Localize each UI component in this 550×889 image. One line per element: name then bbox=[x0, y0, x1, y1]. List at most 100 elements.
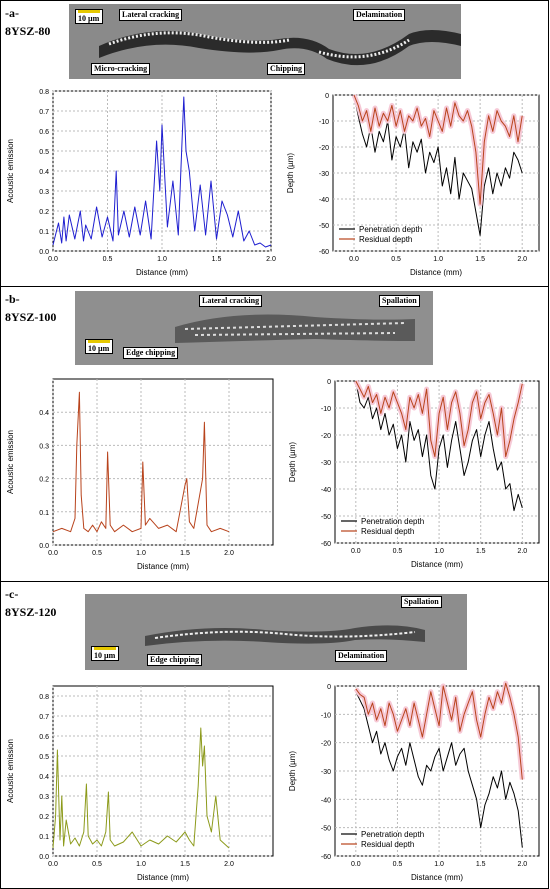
legend-label: Penetration depth bbox=[361, 830, 424, 839]
scale-bar: 10 µm bbox=[91, 646, 119, 661]
y-tick-label: 0.5 bbox=[39, 754, 49, 761]
y-tick-label: 0.3 bbox=[39, 443, 49, 450]
y-tick-label: 0.0 bbox=[39, 854, 49, 861]
depth-chart-b: -60 -50 -40 -30 -20 -10 0 0.0 0.5 1.0 1.5 2.0 Distan… bbox=[288, 379, 540, 569]
y-axis-label: Depth (µm) bbox=[288, 442, 297, 483]
penetration-depth-line bbox=[355, 691, 523, 848]
x-tick-label: 1.0 bbox=[157, 256, 167, 263]
x-tick-label: 1.0 bbox=[433, 256, 443, 263]
depth-chart-a: -60 -50 -40 -30 -20 -10 0 0.0 0.5 1.0 1.5 2.0 Distan… bbox=[286, 93, 540, 277]
residual-depth-line bbox=[355, 380, 523, 458]
annotation-lateral-cracking: Lateral cracking bbox=[119, 9, 183, 21]
y-tick-label: -10 bbox=[321, 712, 331, 719]
penetration-depth-line bbox=[353, 94, 523, 236]
x-tick-label: 1.5 bbox=[180, 861, 190, 868]
y-tick-label: -30 bbox=[321, 460, 331, 467]
x-tick-label: 1.5 bbox=[476, 548, 486, 555]
x-tick-label: 1.0 bbox=[434, 548, 444, 555]
acoustic-emission-line bbox=[52, 391, 230, 533]
panel-b: -b- 8YSZ-100 10 µm Lateral cracking Spal… bbox=[0, 286, 549, 582]
x-tick-label: 2.0 bbox=[517, 256, 527, 263]
panel-a: -a- 8YSZ-80 10 µm Lateral cracking Delam… bbox=[0, 0, 549, 287]
panel-label: -b- bbox=[5, 292, 20, 306]
plot-area bbox=[52, 378, 274, 546]
residual-depth-line bbox=[353, 94, 523, 205]
acoustic-emission-line bbox=[52, 727, 230, 849]
plot-area bbox=[52, 685, 274, 857]
legend-label: Penetration depth bbox=[359, 225, 422, 234]
x-tick-label: 0.0 bbox=[48, 550, 58, 557]
x-axis-label: Distance (mm) bbox=[410, 268, 462, 277]
y-tick-label: -60 bbox=[321, 854, 331, 861]
panel-label: -c- bbox=[5, 587, 19, 601]
x-tick-label: 2.0 bbox=[224, 861, 234, 868]
acoustic-emission-line bbox=[52, 96, 272, 248]
y-axis-label: Acoustic emission bbox=[6, 430, 15, 494]
x-tick-label: 0.0 bbox=[48, 861, 58, 868]
annotation-delamination: Delamination bbox=[353, 9, 406, 21]
y-axis-label: Depth (µm) bbox=[288, 751, 297, 792]
annotation-edge-chipping: Edge chipping bbox=[123, 347, 179, 359]
y-tick-label: -20 bbox=[319, 145, 329, 152]
sample-name: 8YSZ-120 bbox=[5, 605, 57, 619]
y-tick-label: 0.6 bbox=[39, 734, 49, 741]
y-tick-label: 0.7 bbox=[39, 109, 49, 116]
x-tick-label: 2.0 bbox=[517, 861, 527, 868]
y-tick-label: -50 bbox=[321, 514, 331, 521]
annotation-spallation: Spallation bbox=[401, 596, 442, 608]
acoustic-emission-chart-a: 0.0 0.1 0.2 0.3 0.4 0.5 0.6 0.7 0.8 0.0 0.5 1.0 1.5 2… bbox=[6, 89, 276, 277]
y-tick-label: 0.4 bbox=[39, 774, 49, 781]
x-axis-label: Distance (mm) bbox=[137, 562, 189, 571]
y-tick-label: 0.3 bbox=[39, 794, 49, 801]
y-axis-label: Acoustic emission bbox=[6, 139, 15, 203]
x-tick-label: 0.5 bbox=[391, 256, 401, 263]
annotation-spallation: Spallation bbox=[379, 295, 420, 307]
y-tick-label: -20 bbox=[321, 433, 331, 440]
panel-c: -c- 8YSZ-120 10 µm Spallation Edge chipp… bbox=[0, 581, 549, 889]
x-tick-label: 1.5 bbox=[180, 550, 190, 557]
y-tick-label: 0.2 bbox=[39, 814, 49, 821]
y-tick-label: 0.3 bbox=[39, 189, 49, 196]
scale-bar: 10 µm bbox=[75, 9, 103, 24]
penetration-depth-line bbox=[355, 380, 523, 512]
sem-texture bbox=[75, 291, 433, 365]
residual-depth-line bbox=[355, 682, 523, 780]
legend-label: Penetration depth bbox=[361, 517, 424, 526]
y-tick-label: 0.2 bbox=[39, 209, 49, 216]
y-tick-label: 0.8 bbox=[39, 694, 49, 701]
legend-label: Residual depth bbox=[361, 840, 414, 849]
annotation-lateral-cracking: Lateral cracking bbox=[199, 295, 263, 307]
y-tick-label: 0.5 bbox=[39, 149, 49, 156]
y-tick-label: 0.2 bbox=[39, 477, 49, 484]
y-tick-label: 0 bbox=[327, 379, 331, 386]
y-tick-label: 0 bbox=[325, 93, 329, 100]
y-tick-label: 0.1 bbox=[39, 229, 49, 236]
y-tick-label: 0 bbox=[327, 684, 331, 691]
x-tick-label: 0.5 bbox=[393, 861, 403, 868]
x-tick-label: 2.0 bbox=[517, 548, 527, 555]
x-tick-label: 1.5 bbox=[476, 861, 486, 868]
y-axis-label: Acoustic emission bbox=[6, 739, 15, 803]
x-tick-label: 0.5 bbox=[103, 256, 113, 263]
x-tick-label: 2.0 bbox=[266, 256, 276, 263]
x-tick-label: 0.0 bbox=[351, 861, 361, 868]
x-tick-label: 1.5 bbox=[475, 256, 485, 263]
acoustic-emission-chart-c: 0.0 0.1 0.2 0.3 0.4 0.5 0.6 0.7 0.8 0.0 0.5 1.0 1.5 2… bbox=[6, 685, 274, 882]
sample-name: 8YSZ-100 bbox=[5, 310, 57, 324]
acoustic-emission-chart-b: 0.0 0.1 0.2 0.3 0.4 0.0 0.5 1.0 1.5 2.0 Distance (… bbox=[6, 378, 274, 571]
y-tick-label: -60 bbox=[319, 249, 329, 256]
x-tick-label: 1.0 bbox=[136, 550, 146, 557]
y-tick-label: 0.6 bbox=[39, 129, 49, 136]
x-axis-label: Distance (mm) bbox=[137, 873, 189, 882]
x-tick-label: 0.0 bbox=[349, 256, 359, 263]
y-tick-label: 0.1 bbox=[39, 834, 49, 841]
x-axis-label: Distance (mm) bbox=[411, 560, 463, 569]
x-tick-label: 2.0 bbox=[224, 550, 234, 557]
scale-bar: 10 µm bbox=[85, 339, 113, 354]
x-tick-label: 0.5 bbox=[393, 548, 403, 555]
depth-chart-c: -60 -50 -40 -30 -20 -10 0 0.0 0.5 1.0 1.5 2.0 Distan… bbox=[288, 680, 540, 882]
y-tick-label: -40 bbox=[321, 487, 331, 494]
x-axis-label: Distance (mm) bbox=[136, 268, 188, 277]
x-tick-label: 0.5 bbox=[92, 550, 102, 557]
y-tick-label: -50 bbox=[321, 826, 331, 833]
